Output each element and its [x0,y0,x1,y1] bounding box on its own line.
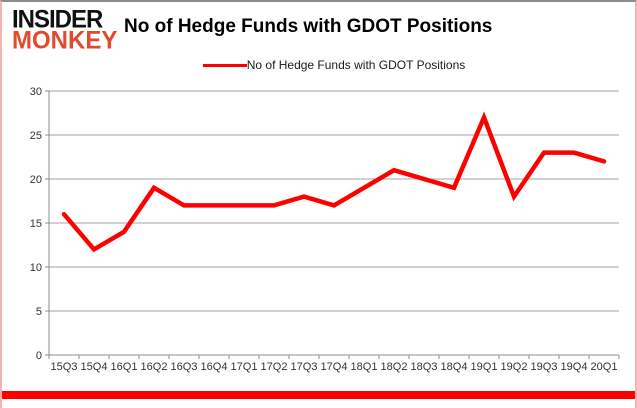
x-tick-label: 16Q3 [171,361,198,373]
x-tick-label: 19Q3 [531,361,558,373]
y-tick-label: 0 [36,350,42,362]
x-tick-label: 18Q4 [441,361,468,373]
x-tick-label: 19Q1 [471,361,498,373]
y-tick-label: 15 [30,218,42,230]
x-tick-label: 16Q2 [141,361,168,373]
x-tick-label: 19Q4 [561,361,588,373]
y-tick-label: 20 [30,174,42,186]
legend-line-swatch [202,63,247,67]
y-tick-label: 30 [30,86,42,98]
legend-label: No of Hedge Funds with GDOT Positions [246,58,466,72]
x-tick-label: 17Q4 [321,361,348,373]
legend: No of Hedge Funds with GDOT Positions [49,58,619,72]
x-tick-label: 18Q3 [411,361,438,373]
y-tick-label: 25 [30,130,42,142]
bottom-red-bar [2,391,635,399]
y-tick-label: 5 [36,306,42,318]
data-series-line [61,111,607,253]
x-tick-label: 19Q2 [501,361,528,373]
logo-text-monkey: MONKEY [12,26,118,55]
x-tick-label: 16Q1 [111,361,138,373]
chart-title: No of Hedge Funds with GDOT Positions [124,16,493,37]
y-tick-label: 10 [30,262,42,274]
x-tick-label: 18Q2 [381,361,408,373]
x-tick-label: 15Q3 [51,361,78,373]
logo-text-insider: INSIDER [12,5,103,34]
x-tick-label: 17Q2 [261,361,288,373]
x-tick-label: 16Q4 [201,361,228,373]
x-tick-label: 18Q1 [351,361,378,373]
line-chart: 0 5 10 15 20 25 30 15Q3 15Q4 16Q1 16Q2 16Q3 16Q4 17Q1… [30,86,620,373]
insider-monkey-logo: INSIDER MONKEY [12,5,122,55]
x-tick-label: 15Q4 [81,361,108,373]
x-tick-label: 17Q3 [291,361,318,373]
x-tick-label: 20Q1 [591,361,618,373]
x-tick-label: 17Q1 [231,361,258,373]
